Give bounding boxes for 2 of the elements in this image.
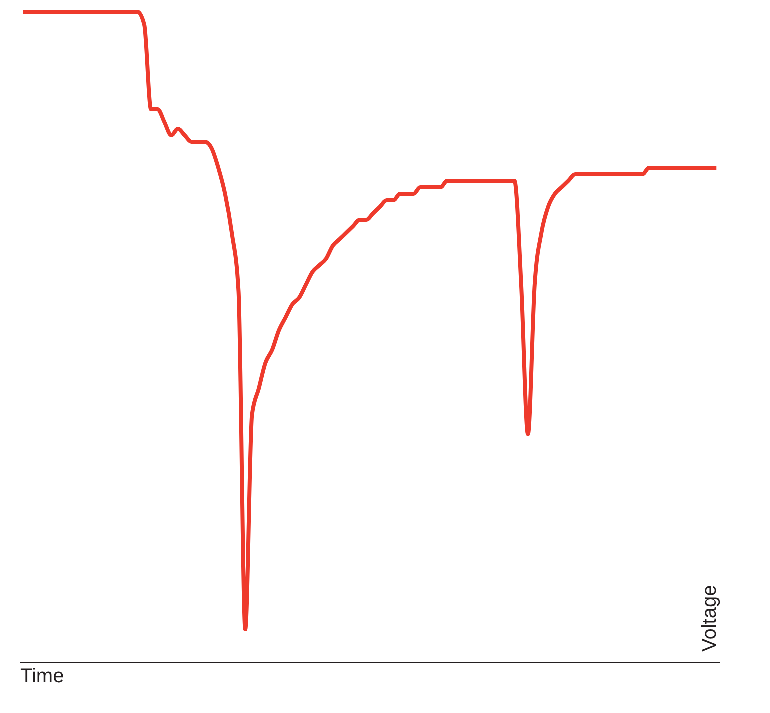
y-axis-title: Voltage [699,585,721,652]
x-axis-title: Time [20,666,64,688]
